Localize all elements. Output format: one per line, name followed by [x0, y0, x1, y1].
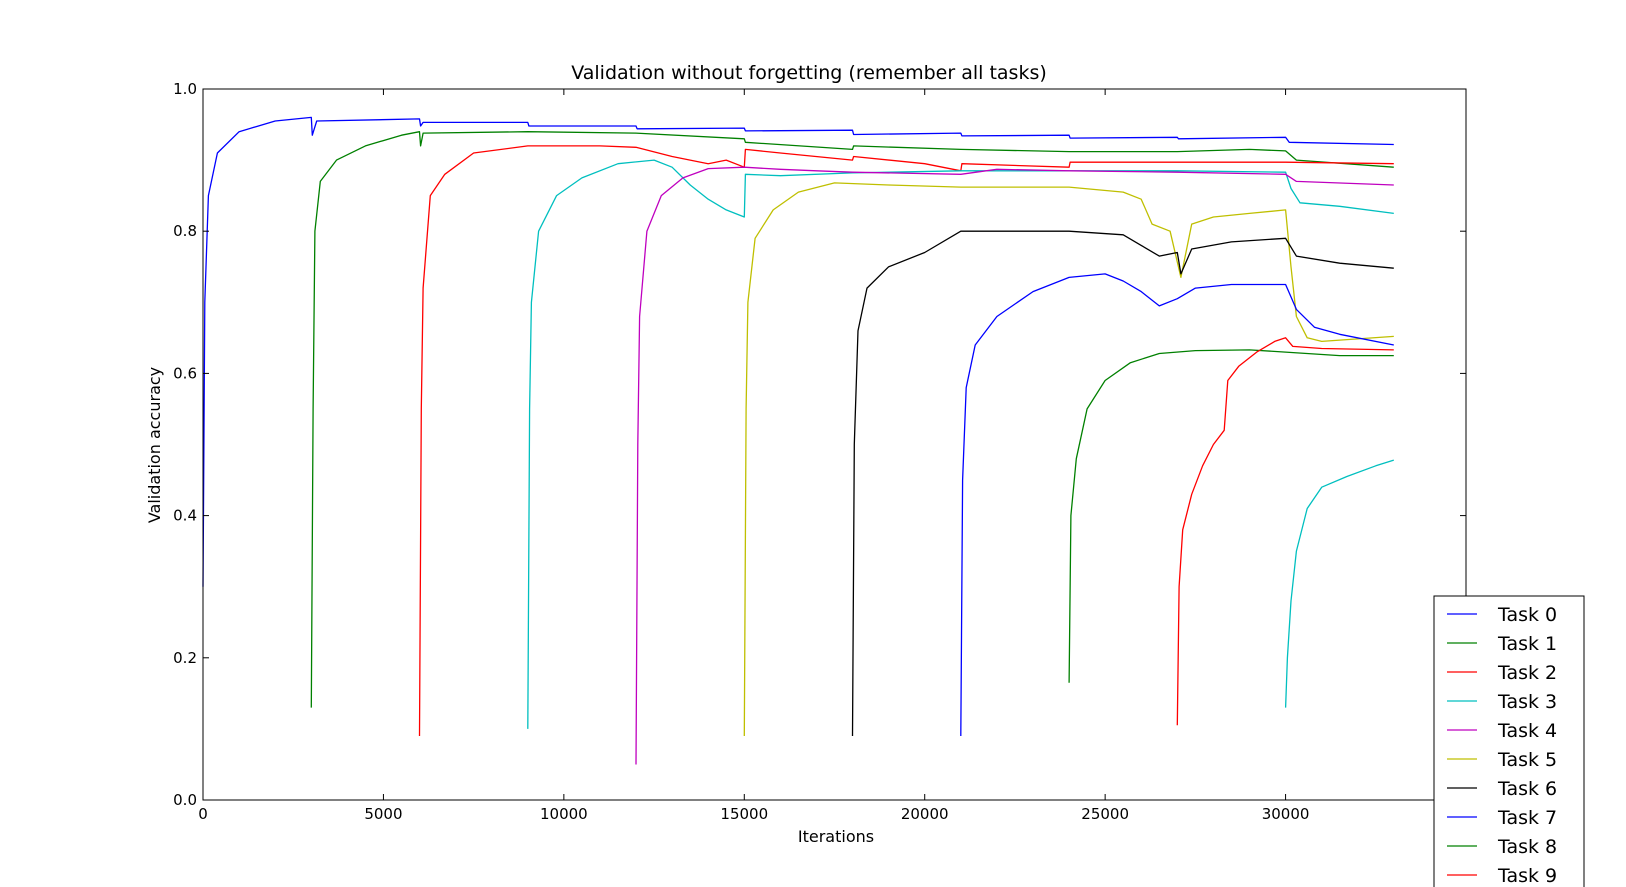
x-tick-label: 0 [198, 805, 208, 823]
chart-title: Validation without forgetting (remember … [571, 62, 1047, 84]
series-line-8 [1068, 349, 1394, 683]
y-tick-label: 0.6 [173, 364, 197, 382]
series-line-0 [202, 116, 1394, 587]
legend-label: Task 4 [1497, 720, 1557, 742]
legend-label: Task 0 [1497, 604, 1557, 626]
series-line-4 [635, 166, 1394, 765]
legend-label: Task 6 [1497, 778, 1557, 800]
series-line-5 [743, 182, 1394, 737]
y-tick-label: 0.0 [173, 791, 197, 809]
legend-label: Task 1 [1497, 633, 1557, 655]
series-line-7 [960, 273, 1394, 737]
series-line-2 [418, 145, 1394, 737]
y-tick-label: 1.0 [173, 80, 197, 98]
x-ticks: 0 5000 10000 15000 20000 25000 30000 [198, 89, 1309, 823]
legend: Task 0 Task 1 Task 2 Task 3 Task 4 Task 5 Task… [1433, 595, 1585, 887]
plot-frame [202, 88, 1467, 801]
y-ticks: 0.0 0.2 0.4 0.6 0.8 1.0 [173, 80, 1466, 809]
legend-box [1433, 595, 1585, 887]
legend-label: Task 3 [1497, 691, 1557, 713]
y-axis-label: Validation accuracy [145, 367, 164, 523]
x-axis-label: Iterations [798, 827, 874, 846]
x-tick-label: 15000 [720, 805, 768, 823]
x-tick-label: 10000 [540, 805, 588, 823]
legend-label: Task 5 [1497, 749, 1557, 771]
x-tick-label: 5000 [364, 805, 402, 823]
series-line-10 [1284, 459, 1394, 708]
series-line-6 [851, 230, 1394, 737]
series-line-3 [527, 159, 1394, 729]
series-line-9 [1176, 337, 1394, 726]
y-tick-label: 0.2 [173, 649, 197, 667]
x-tick-label: 25000 [1081, 805, 1129, 823]
legend-label: Task 2 [1497, 662, 1557, 684]
x-tick-label: 30000 [1262, 805, 1310, 823]
legend-label: Task 7 [1497, 807, 1557, 829]
y-tick-label: 0.8 [173, 222, 197, 240]
series-layer [202, 116, 1394, 765]
y-tick-label: 0.4 [173, 507, 197, 525]
x-tick-label: 20000 [901, 805, 949, 823]
legend-label: Task 8 [1497, 836, 1557, 858]
series-line-1 [310, 131, 1394, 708]
legend-label: Task 9 [1497, 865, 1557, 887]
